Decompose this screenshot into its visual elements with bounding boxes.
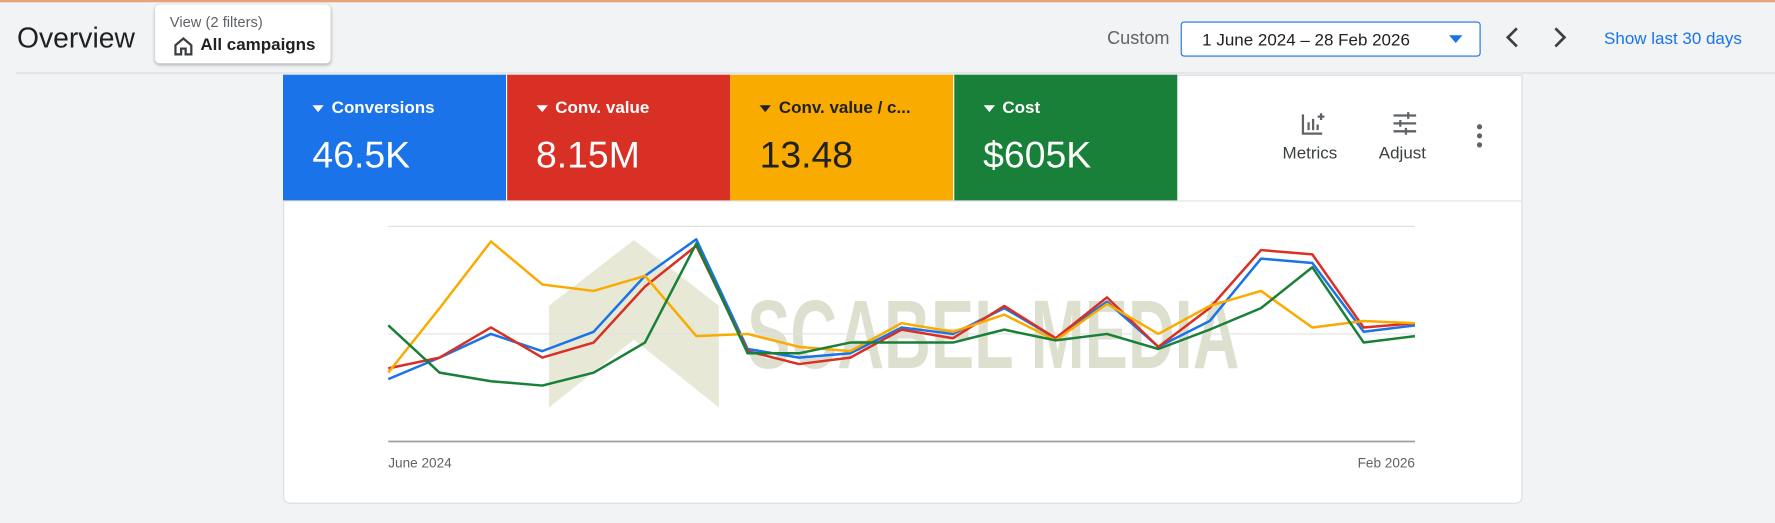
- scorecard-label: Cost: [1002, 98, 1041, 118]
- page-title: Overview: [16, 22, 135, 55]
- date-range: 1 June 2024 – 28 Feb 2026: [1202, 30, 1410, 50]
- dropdown-icon: [759, 105, 771, 113]
- x-tick-label: Feb 2026: [1358, 456, 1415, 471]
- view-value: All campaigns: [200, 35, 316, 55]
- next-button[interactable]: [1549, 25, 1572, 50]
- dropdown-icon: [312, 105, 324, 113]
- scorecard[interactable]: Cost $605K: [953, 74, 1177, 201]
- scorecard-label: Conv. value: [555, 98, 650, 118]
- scorecard-value: 13.48: [759, 133, 854, 176]
- scorecard-label: Conv. value / c...: [778, 98, 911, 118]
- dropdown-icon: [983, 105, 995, 113]
- watermark-logo: [549, 239, 719, 408]
- adjust-button[interactable]: Adjust: [1378, 143, 1426, 164]
- date-picker[interactable]: 1 June 2024 – 28 Feb 2026: [1180, 21, 1481, 57]
- series-line: [387, 242, 1416, 387]
- scorecard[interactable]: Conv. value 8.15M: [506, 74, 730, 201]
- card-rule: [283, 200, 1522, 202]
- show-last-link[interactable]: Show last 30 days: [1604, 29, 1742, 49]
- series-line: [387, 240, 1416, 374]
- scorecard[interactable]: Conversions 46.5K: [283, 74, 507, 201]
- dropdown-icon: [536, 105, 548, 113]
- home-icon: [174, 36, 193, 56]
- metrics-icon: [1301, 113, 1325, 135]
- adjust-icon: [1393, 112, 1417, 135]
- series-line: [387, 238, 1416, 381]
- view-label: View (2 filters): [169, 13, 263, 31]
- more-button[interactable]: [1472, 122, 1488, 149]
- view-selector[interactable]: View (2 filters) All campaigns: [155, 4, 331, 64]
- prev-button[interactable]: [1501, 25, 1524, 50]
- scorecard-label: Conversions: [331, 98, 435, 118]
- top-border: [0, 0, 1775, 3]
- x-tick-label: June 2024: [388, 456, 452, 471]
- scorecard-value: 8.15M: [536, 133, 640, 176]
- series-line: [388, 244, 1416, 370]
- scorecard-value: 46.5K: [312, 133, 411, 176]
- header-rule: [15, 72, 1775, 74]
- range-label: Custom: [1107, 29, 1170, 49]
- scorecard[interactable]: Conv. value / c... 13.48: [730, 74, 954, 201]
- scorecard-value: $605K: [983, 133, 1092, 176]
- metrics-button[interactable]: Metrics: [1282, 143, 1338, 164]
- dropdown-icon: [1448, 35, 1463, 44]
